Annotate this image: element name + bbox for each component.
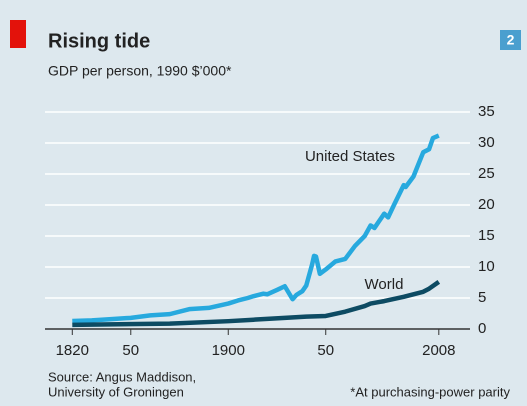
source: Source: Angus Maddison, (48, 369, 196, 384)
y-tick-label: 5 (478, 289, 486, 306)
y-tick-label: 0 (478, 320, 486, 337)
y-tick-label: 15 (478, 227, 495, 244)
y-tick-label: 20 (478, 196, 495, 213)
x-tick-label: 50 (317, 342, 334, 359)
series-label: United States (305, 148, 395, 165)
x-tick-label: 2008 (422, 342, 455, 359)
chart-subtitle: GDP per person, 1990 $’000* (48, 63, 232, 79)
x-tick-label: 50 (122, 342, 139, 359)
source: University of Groningen (48, 384, 184, 399)
chart-title: Rising tide (48, 30, 150, 52)
y-tick-label: 25 (478, 165, 495, 182)
red-tab (10, 20, 26, 48)
footnote: *At purchasing-power parity (350, 384, 510, 399)
series-line (72, 133, 440, 324)
badge: 2 (507, 32, 515, 48)
x-tick-label: 1900 (212, 342, 245, 359)
y-tick-label: 30 (478, 134, 495, 151)
series-label: World (365, 276, 404, 293)
badge-box (500, 30, 521, 50)
y-tick-label: 10 (478, 258, 495, 275)
x-tick-label: 1820 (56, 342, 89, 359)
y-tick-label: 35 (478, 103, 495, 120)
series-line (72, 280, 441, 328)
